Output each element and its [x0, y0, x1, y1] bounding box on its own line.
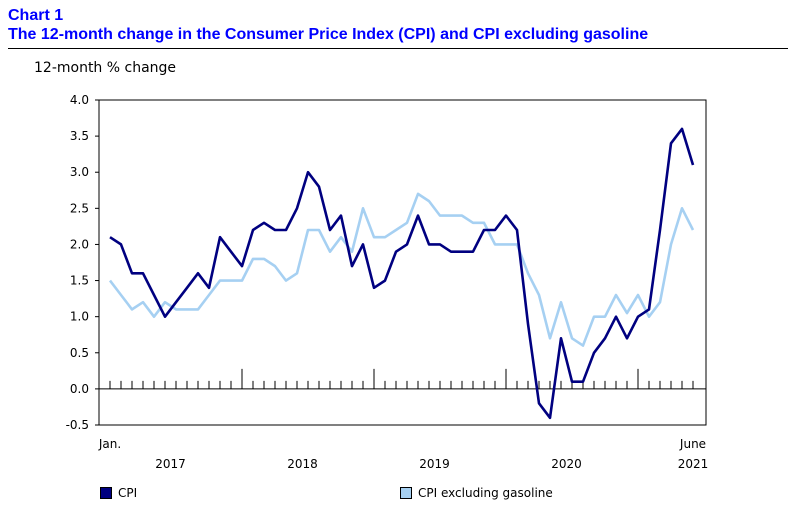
x-end-label: June — [679, 437, 706, 451]
cpi-line — [109, 127, 695, 420]
x-year-label: 2018 — [287, 457, 318, 471]
y-tick-label: -0.5 — [66, 418, 89, 432]
legend-label-cpi: CPI — [118, 486, 138, 500]
legend-item-cpi-excl-gas: CPI excluding gasoline — [400, 486, 553, 500]
y-tick-label: 1.0 — [70, 310, 89, 324]
y-tick-label: 3.0 — [70, 165, 89, 179]
chart-number: Chart 1 — [8, 7, 64, 24]
legend-label-cpi-excl-gas: CPI excluding gasoline — [418, 486, 553, 500]
legend-swatch-cpi-excl-gas — [400, 487, 412, 499]
x-year-label: 2020 — [551, 457, 582, 471]
y-tick-label: 4.0 — [70, 93, 89, 107]
legend-item-cpi: CPI — [100, 486, 137, 500]
x-start-label: Jan. — [98, 437, 121, 451]
plot-frame — [98, 99, 707, 426]
y-tick-label: 2.5 — [70, 201, 89, 215]
chart-heading: The 12-month change in the Consumer Pric… — [8, 26, 649, 43]
cpi-excl-gas-line — [108, 192, 695, 347]
chart-title: Chart 1 The 12-month change in the Consu… — [8, 6, 648, 44]
y-tick-label: 0.0 — [70, 382, 89, 396]
y-tick-label: 0.5 — [70, 346, 89, 360]
y-tick-label: 2.0 — [70, 237, 89, 251]
x-year-label: 2019 — [419, 457, 450, 471]
y-tick-label: 3.5 — [70, 129, 89, 143]
y-axis-label: 12-month % change — [34, 60, 177, 76]
x-year-label: 2021 — [678, 457, 709, 471]
x-year-label: 2017 — [155, 457, 186, 471]
title-divider — [8, 48, 788, 49]
legend-swatch-cpi — [100, 487, 112, 499]
y-tick-label: 1.5 — [70, 274, 89, 288]
